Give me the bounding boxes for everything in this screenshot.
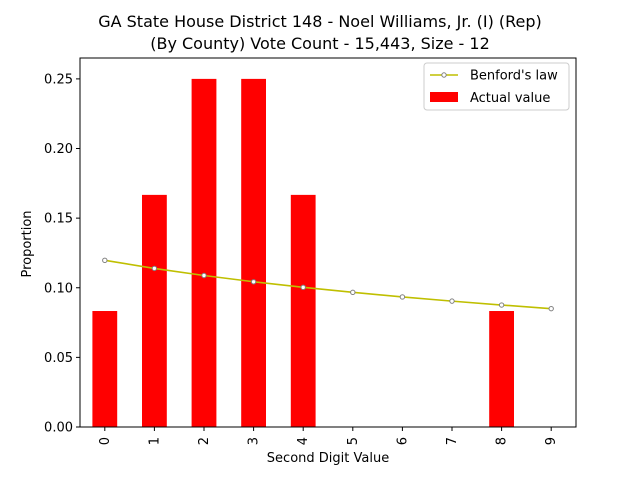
- y-tick-label: 0.00: [44, 421, 73, 436]
- y-tick-label: 0.25: [44, 72, 73, 87]
- x-tick-label: 6: [395, 437, 410, 445]
- bar-3: [241, 78, 266, 428]
- benford-point-3: [250, 279, 257, 285]
- y-tick-label: 0.20: [44, 142, 73, 157]
- x-tick-label: 4: [296, 437, 311, 445]
- y-axis-label: Proportion: [20, 210, 35, 277]
- benford-point-0: [102, 257, 108, 264]
- benford-point-9: [548, 305, 554, 312]
- y-tick-label: 0.15: [44, 212, 73, 227]
- legend-line-marker: [441, 72, 447, 78]
- bar-0: [92, 311, 118, 427]
- plot-frame: [79, 57, 577, 428]
- chart-subtitle: (By County) Vote Count - 15,443, Size - …: [150, 34, 490, 53]
- y-tick-label: 0.10: [44, 281, 73, 296]
- legend-label-benford: Benford's law: [470, 69, 558, 84]
- benford-point-7: [449, 298, 455, 304]
- x-tick-label: 2: [197, 437, 212, 445]
- benford-point-4: [300, 284, 306, 291]
- benford-point-8: [498, 302, 505, 308]
- x-tick-label: 8: [495, 437, 510, 445]
- x-tick-label: 5: [346, 437, 361, 445]
- benford-point-6: [399, 294, 406, 300]
- chart-title: GA State House District 148 - Noel Willi…: [98, 12, 542, 31]
- legend-box: [423, 62, 570, 111]
- y-tick-label: 0.05: [44, 351, 73, 366]
- bar-8: [489, 311, 514, 427]
- legend-bar-swatch: [430, 92, 458, 102]
- benford-point-2: [201, 272, 207, 279]
- x-tick-label: 9: [544, 437, 559, 445]
- x-tick-label: 1: [147, 437, 162, 445]
- benford-point-1: [151, 265, 158, 272]
- benford-line: [104, 259, 552, 310]
- bar-2: [191, 78, 217, 428]
- legend-label-actual: Actual value: [470, 91, 550, 106]
- x-tick-label: 0: [98, 437, 113, 445]
- bar-1: [142, 194, 167, 427]
- x-axis-label: Second Digit Value: [267, 451, 389, 466]
- x-tick-label: 3: [247, 437, 262, 445]
- x-tick-label: 7: [445, 437, 460, 445]
- benford-point-5: [350, 289, 356, 296]
- bar-4: [290, 194, 316, 427]
